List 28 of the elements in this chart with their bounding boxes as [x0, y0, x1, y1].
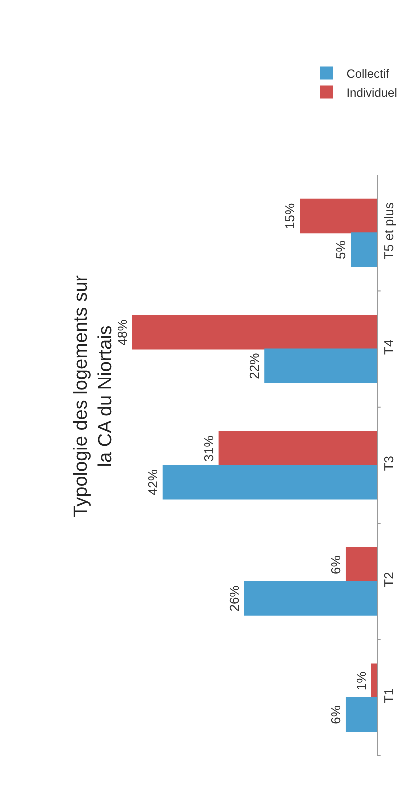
data-label: 6% — [328, 705, 344, 724]
bar — [351, 232, 377, 268]
bar — [132, 315, 377, 350]
legend-label: Collectif — [346, 66, 390, 81]
y-tick-label: T5 et plus — [382, 202, 397, 260]
data-label: 48% — [114, 319, 130, 346]
data-label: 26% — [226, 585, 242, 612]
y-tick-label: T3 — [382, 456, 397, 472]
bar — [162, 465, 377, 500]
bar — [300, 198, 377, 234]
data-label: 31% — [201, 435, 216, 462]
bar — [244, 581, 377, 616]
data-label: 5% — [334, 240, 349, 260]
bar — [371, 664, 377, 698]
data-label: 15% — [282, 203, 298, 230]
bar — [346, 697, 377, 732]
y-tick-label: T1 — [382, 688, 397, 704]
bar — [264, 348, 377, 384]
data-label: 1% — [354, 671, 369, 691]
legend-label: Individuel — [346, 86, 398, 100]
y-tick-label: T4 — [382, 340, 397, 355]
bar — [218, 431, 377, 466]
data-label: 6% — [328, 555, 344, 574]
data-label: 22% — [247, 352, 262, 380]
bar — [346, 548, 377, 582]
text: Typologie des logements sur la CA du Niortais — [70, 274, 117, 518]
data-label: 42% — [145, 469, 160, 496]
y-tick-label: T2 — [382, 572, 397, 588]
